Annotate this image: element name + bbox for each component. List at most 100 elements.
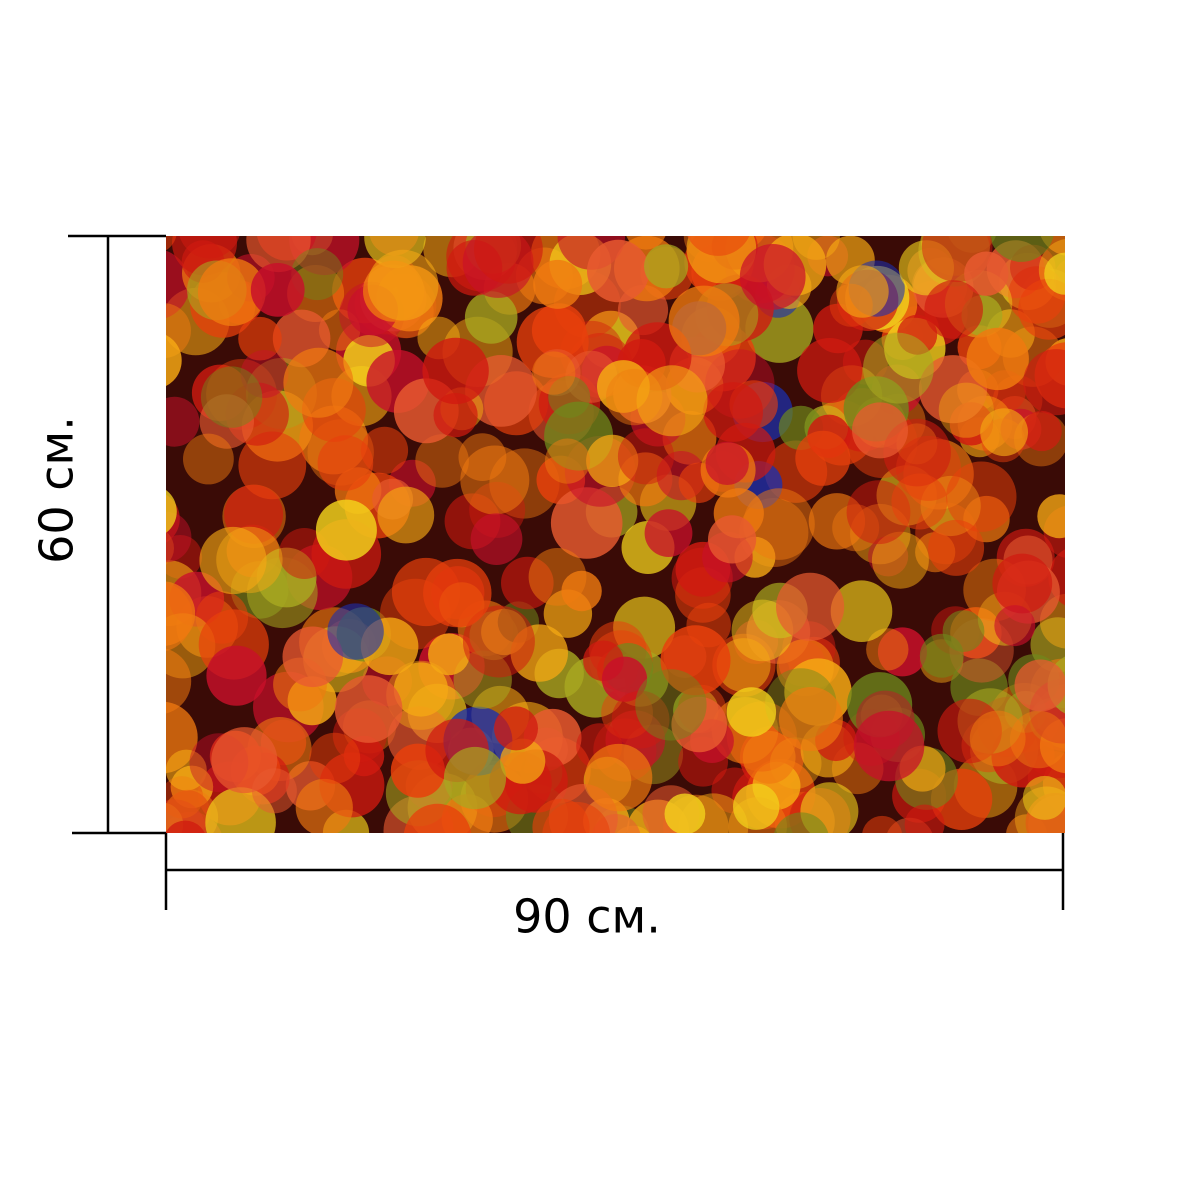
bokeh-light <box>166 648 192 714</box>
bokeh-light <box>240 350 289 398</box>
width-label: 90 см. <box>513 890 661 944</box>
bokeh-light <box>836 265 889 318</box>
bokeh-light <box>474 236 543 284</box>
bokeh-light <box>295 778 353 833</box>
bokeh-light <box>360 426 409 474</box>
bokeh-light <box>377 486 435 544</box>
bokeh-light <box>179 236 240 259</box>
bokeh-light <box>532 351 576 395</box>
bokeh-light <box>415 434 469 488</box>
bokeh-light <box>992 553 1053 614</box>
bokeh-light <box>964 251 1009 296</box>
bokeh-light <box>966 327 1029 391</box>
bokeh-light <box>904 804 945 833</box>
bokeh-light <box>1018 278 1065 340</box>
bokeh-light <box>470 513 523 565</box>
bokeh-light <box>166 820 205 833</box>
bokeh-light <box>464 291 518 344</box>
bokeh-light <box>1037 494 1065 539</box>
bokeh-light <box>611 690 670 749</box>
bokeh-light <box>924 280 983 339</box>
bokeh-light <box>166 490 177 533</box>
bokeh-light <box>584 743 653 812</box>
bokeh-light <box>393 662 448 717</box>
bokeh-light <box>994 605 1036 647</box>
bokeh-light <box>422 337 489 405</box>
bokeh-light <box>644 244 689 289</box>
bokeh-light <box>671 696 727 753</box>
bokeh-light <box>871 531 929 589</box>
bokeh-light <box>428 633 470 676</box>
bokeh-light <box>946 461 1017 532</box>
bokeh-light <box>1022 775 1065 820</box>
bokeh-light <box>238 431 307 500</box>
bokeh-light <box>703 382 763 442</box>
bokeh-light <box>705 441 749 485</box>
bokeh-light <box>386 660 456 730</box>
bokeh-light <box>166 749 207 791</box>
bokeh-light <box>327 603 384 660</box>
bokeh-light <box>334 675 403 743</box>
bokeh-light <box>433 393 478 438</box>
bokeh-light <box>891 473 948 530</box>
bokeh-light <box>587 239 650 303</box>
bokeh-light <box>980 408 1028 457</box>
bokeh-light <box>166 396 200 447</box>
bokeh-light <box>238 316 282 361</box>
bokeh-light <box>635 669 707 741</box>
bokeh-light <box>183 433 234 485</box>
bokeh-light <box>668 285 740 357</box>
bokeh-light <box>1009 710 1065 769</box>
bokeh-light <box>544 438 591 484</box>
bokeh-light <box>797 338 863 403</box>
bokeh-light <box>708 515 757 564</box>
bokeh-light <box>309 732 361 784</box>
bokeh-light <box>199 526 267 595</box>
bokeh-light <box>866 628 909 671</box>
bokeh-light <box>733 783 780 830</box>
bokeh-light <box>533 259 583 309</box>
bokeh-light <box>726 687 777 737</box>
bokeh-light <box>1014 659 1065 712</box>
bokeh-light <box>199 394 254 449</box>
bokeh-light <box>462 605 535 678</box>
bokeh-light <box>443 746 507 810</box>
bokeh-light <box>687 236 750 256</box>
bokeh-light <box>969 710 1026 767</box>
bokeh-light <box>166 334 182 387</box>
bokeh-light <box>856 690 915 750</box>
bokeh-light <box>460 445 530 515</box>
bokeh-light <box>166 581 196 646</box>
bokeh-light <box>795 430 851 486</box>
bokeh-light <box>200 366 263 428</box>
bokeh-light <box>423 558 492 628</box>
bokeh-light <box>830 580 893 642</box>
bokeh-light <box>853 710 925 782</box>
bokeh-light <box>989 236 1054 262</box>
bokeh-light <box>716 638 771 693</box>
bokeh-light <box>494 706 538 751</box>
bokeh-light <box>778 687 843 751</box>
bokeh-light <box>197 258 266 326</box>
bokeh-light <box>166 236 177 251</box>
bokeh-light <box>211 727 278 794</box>
bokeh-light <box>601 686 653 739</box>
bokeh-light <box>282 626 344 688</box>
bokeh-light <box>1023 349 1065 416</box>
bokeh-light <box>617 428 675 485</box>
bokeh-light <box>660 625 731 696</box>
bokeh-light <box>278 528 330 579</box>
height-label: 60 см. <box>30 416 84 564</box>
bokeh-light <box>250 263 305 317</box>
bokeh-light <box>528 548 587 606</box>
bokeh-light <box>601 656 648 702</box>
bokeh-photo <box>166 236 1065 833</box>
bokeh-light <box>283 347 354 418</box>
bokeh-light <box>776 572 845 641</box>
bokeh-light <box>739 244 806 310</box>
bokeh-light <box>315 499 377 561</box>
bokeh-light <box>403 803 472 833</box>
bokeh-light <box>664 793 706 833</box>
bokeh-light <box>166 531 174 565</box>
